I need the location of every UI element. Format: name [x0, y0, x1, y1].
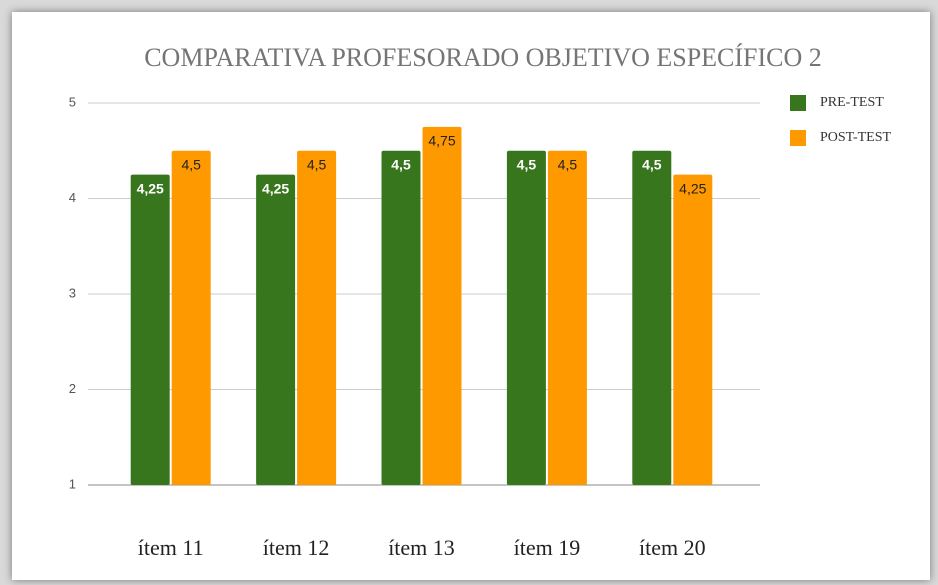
bar	[632, 150, 672, 485]
bar	[422, 126, 462, 485]
bar	[673, 174, 713, 485]
y-tick-label: 3	[69, 285, 76, 300]
value-label: 4,25	[679, 180, 706, 196]
value-label: 4,5	[558, 156, 578, 172]
bar	[547, 150, 587, 485]
legend-label: PRE-TEST	[820, 95, 884, 110]
bar	[256, 174, 296, 485]
x-tick-label: ítem 19	[514, 535, 581, 560]
x-tick-label: ítem 20	[639, 535, 706, 560]
y-tick-label: 5	[69, 94, 76, 109]
bar	[130, 174, 170, 485]
bar	[506, 150, 546, 485]
legend-label: POST-TEST	[820, 130, 892, 145]
bar	[381, 150, 421, 485]
x-tick-label: ítem 12	[263, 535, 330, 560]
bar	[171, 150, 211, 485]
bar	[297, 150, 337, 485]
value-label: 4,5	[642, 156, 662, 172]
value-label: 4,5	[181, 156, 201, 172]
chart-title: COMPARATIVA PROFESORADO OBJETIVO ESPECÍF…	[144, 43, 822, 72]
value-label: 4,75	[428, 133, 455, 149]
legend-swatch	[790, 95, 806, 111]
value-label: 4,5	[391, 156, 411, 172]
x-tick-label: ítem 11	[138, 535, 204, 560]
x-tick-label: ítem 13	[388, 535, 455, 560]
y-tick-label: 2	[69, 381, 76, 396]
legend-swatch	[790, 130, 806, 146]
value-label: 4,25	[137, 180, 164, 196]
value-label: 4,5	[517, 156, 537, 172]
value-label: 4,25	[262, 180, 289, 196]
value-label: 4,5	[307, 156, 327, 172]
y-tick-label: 1	[69, 476, 76, 491]
y-tick-label: 4	[69, 190, 76, 205]
